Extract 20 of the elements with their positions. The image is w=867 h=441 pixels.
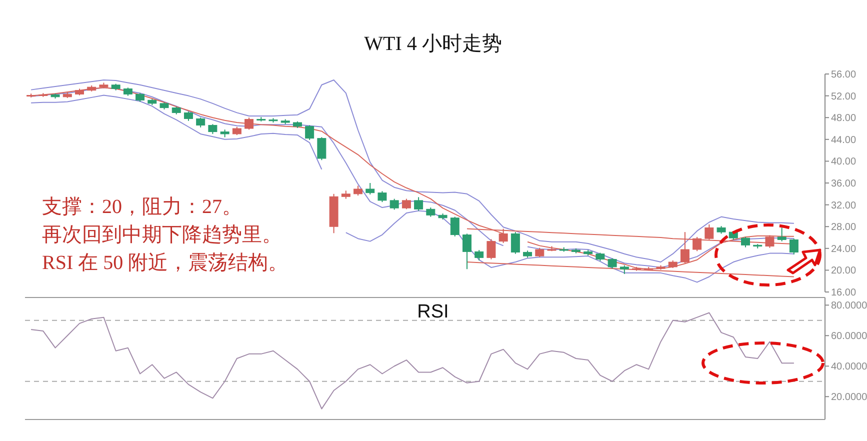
y-tick-label: 52.00 [831,91,856,102]
y-tick-label: 80.0000 [831,300,867,312]
annotation: 支撑：20，阻力：27。 [42,196,242,218]
y-tick-label: 48.00 [831,113,856,124]
y-tick-label: 28.00 [831,222,856,234]
y-tick-label: 60.0000 [831,331,867,342]
y-tick-label: 36.00 [831,178,856,190]
y-tick-label: 20.00 [831,266,856,277]
y-tick-label: 56.00 [831,70,856,80]
y-tick-label: 20.0000 [831,392,867,404]
annotation: 再次回到中期下降趋势里。 [42,224,282,246]
y-tick-label: 32.00 [831,200,856,212]
y-tick-label: 24.00 [831,244,856,255]
y-tick-label: 40.0000 [831,362,867,373]
annotation: RSI 在 50 附近，震荡结构。 [42,252,288,274]
chart-title: WTI 4 小时走势 [364,33,502,55]
chart-title: RSI [417,302,449,322]
y-tick-label: 44.00 [831,134,856,146]
y-tick-label: 16.00 [831,288,856,298]
y-tick-label: 40.00 [831,156,856,168]
